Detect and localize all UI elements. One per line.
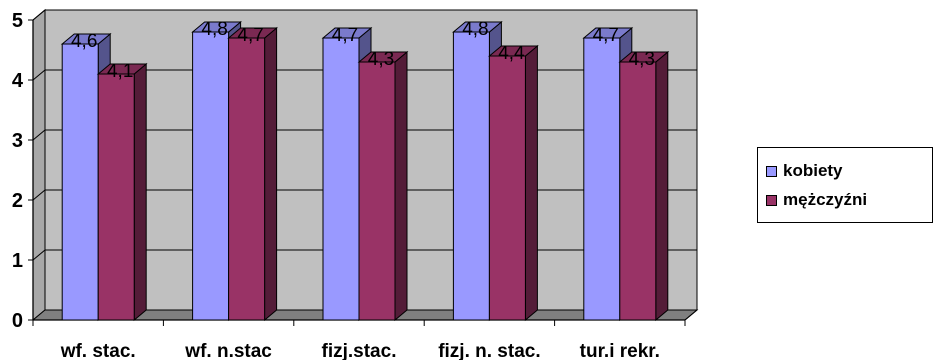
- bars: [60, 20, 670, 322]
- legend-label-kobiety: kobiety: [783, 161, 843, 180]
- x-tick-label: tur.i rekr.: [580, 341, 660, 360]
- bar-front: [488, 55, 526, 321]
- bar: [227, 26, 278, 322]
- data-label: 4,1: [107, 61, 133, 82]
- bar-side: [524, 44, 538, 322]
- bar-side: [394, 50, 408, 322]
- gridline-diag: [32, 9, 46, 21]
- bar-front: [192, 31, 230, 321]
- bar: [357, 50, 409, 322]
- bar-side: [655, 50, 669, 322]
- bar: [488, 44, 539, 322]
- data-labels: 4,6 4,1 4,8 4,7 4,7 4,3 4,8 4,4 4,7 4,3: [71, 19, 655, 82]
- bar-front: [97, 73, 135, 321]
- gridline-diag: [32, 189, 46, 201]
- bar-front: [619, 61, 657, 321]
- gridline-diag: [32, 129, 46, 141]
- bar: [618, 50, 670, 322]
- y-tick-label: 5: [12, 10, 23, 32]
- y-tick-label: 0: [12, 310, 23, 332]
- data-label: 4,7: [237, 25, 263, 46]
- data-label: 4,3: [368, 49, 394, 70]
- y-tick-label: 2: [12, 190, 23, 212]
- data-label: 4,4: [498, 43, 525, 64]
- bar-front: [322, 37, 360, 321]
- data-label: 4,8: [462, 19, 488, 40]
- data-label: 4,6: [71, 31, 97, 52]
- legend-item-mezczyzni: mężczyźni: [766, 188, 867, 212]
- bar-front: [61, 43, 99, 321]
- y-tick-labels: 0 1 2 3 4 5: [12, 10, 24, 332]
- x-tick-label: wf. n.stac: [184, 341, 272, 360]
- y-tick-label: 4: [12, 70, 24, 92]
- side-wall: [32, 8, 46, 322]
- x-axis-end: [684, 309, 698, 321]
- bar-front: [452, 31, 490, 321]
- gridline-diag: [32, 69, 46, 81]
- legend: kobiety mężczyźni: [757, 147, 933, 223]
- y-tick-label: 3: [12, 130, 23, 152]
- bar-front: [358, 61, 396, 321]
- data-label: 4,3: [629, 49, 655, 70]
- data-label: 4,7: [332, 25, 358, 46]
- bar-side: [264, 26, 278, 322]
- x-tick-label: fizj.stac.: [322, 341, 397, 360]
- x-tick-label: wf. stac.: [60, 341, 136, 360]
- x-tick-labels: wf. stac. wf. n.stac fizj.stac. fizj. n. st…: [60, 341, 660, 360]
- legend-swatch-kobiety: [766, 165, 777, 177]
- legend-item-kobiety: kobiety: [766, 159, 843, 183]
- bar-front: [228, 37, 266, 321]
- bar-side: [133, 62, 147, 322]
- gridline-diag: [32, 249, 46, 261]
- legend-swatch-mezczyzni: [766, 194, 777, 206]
- data-label: 4,8: [201, 19, 227, 40]
- x-tick-label: fizj. n. stac.: [438, 341, 540, 360]
- bar: [96, 62, 148, 322]
- bar-front: [583, 37, 621, 321]
- y-tick-label: 1: [12, 250, 23, 272]
- legend-label-mezczyzni: mężczyźni: [783, 190, 868, 209]
- data-label: 4,7: [593, 25, 619, 46]
